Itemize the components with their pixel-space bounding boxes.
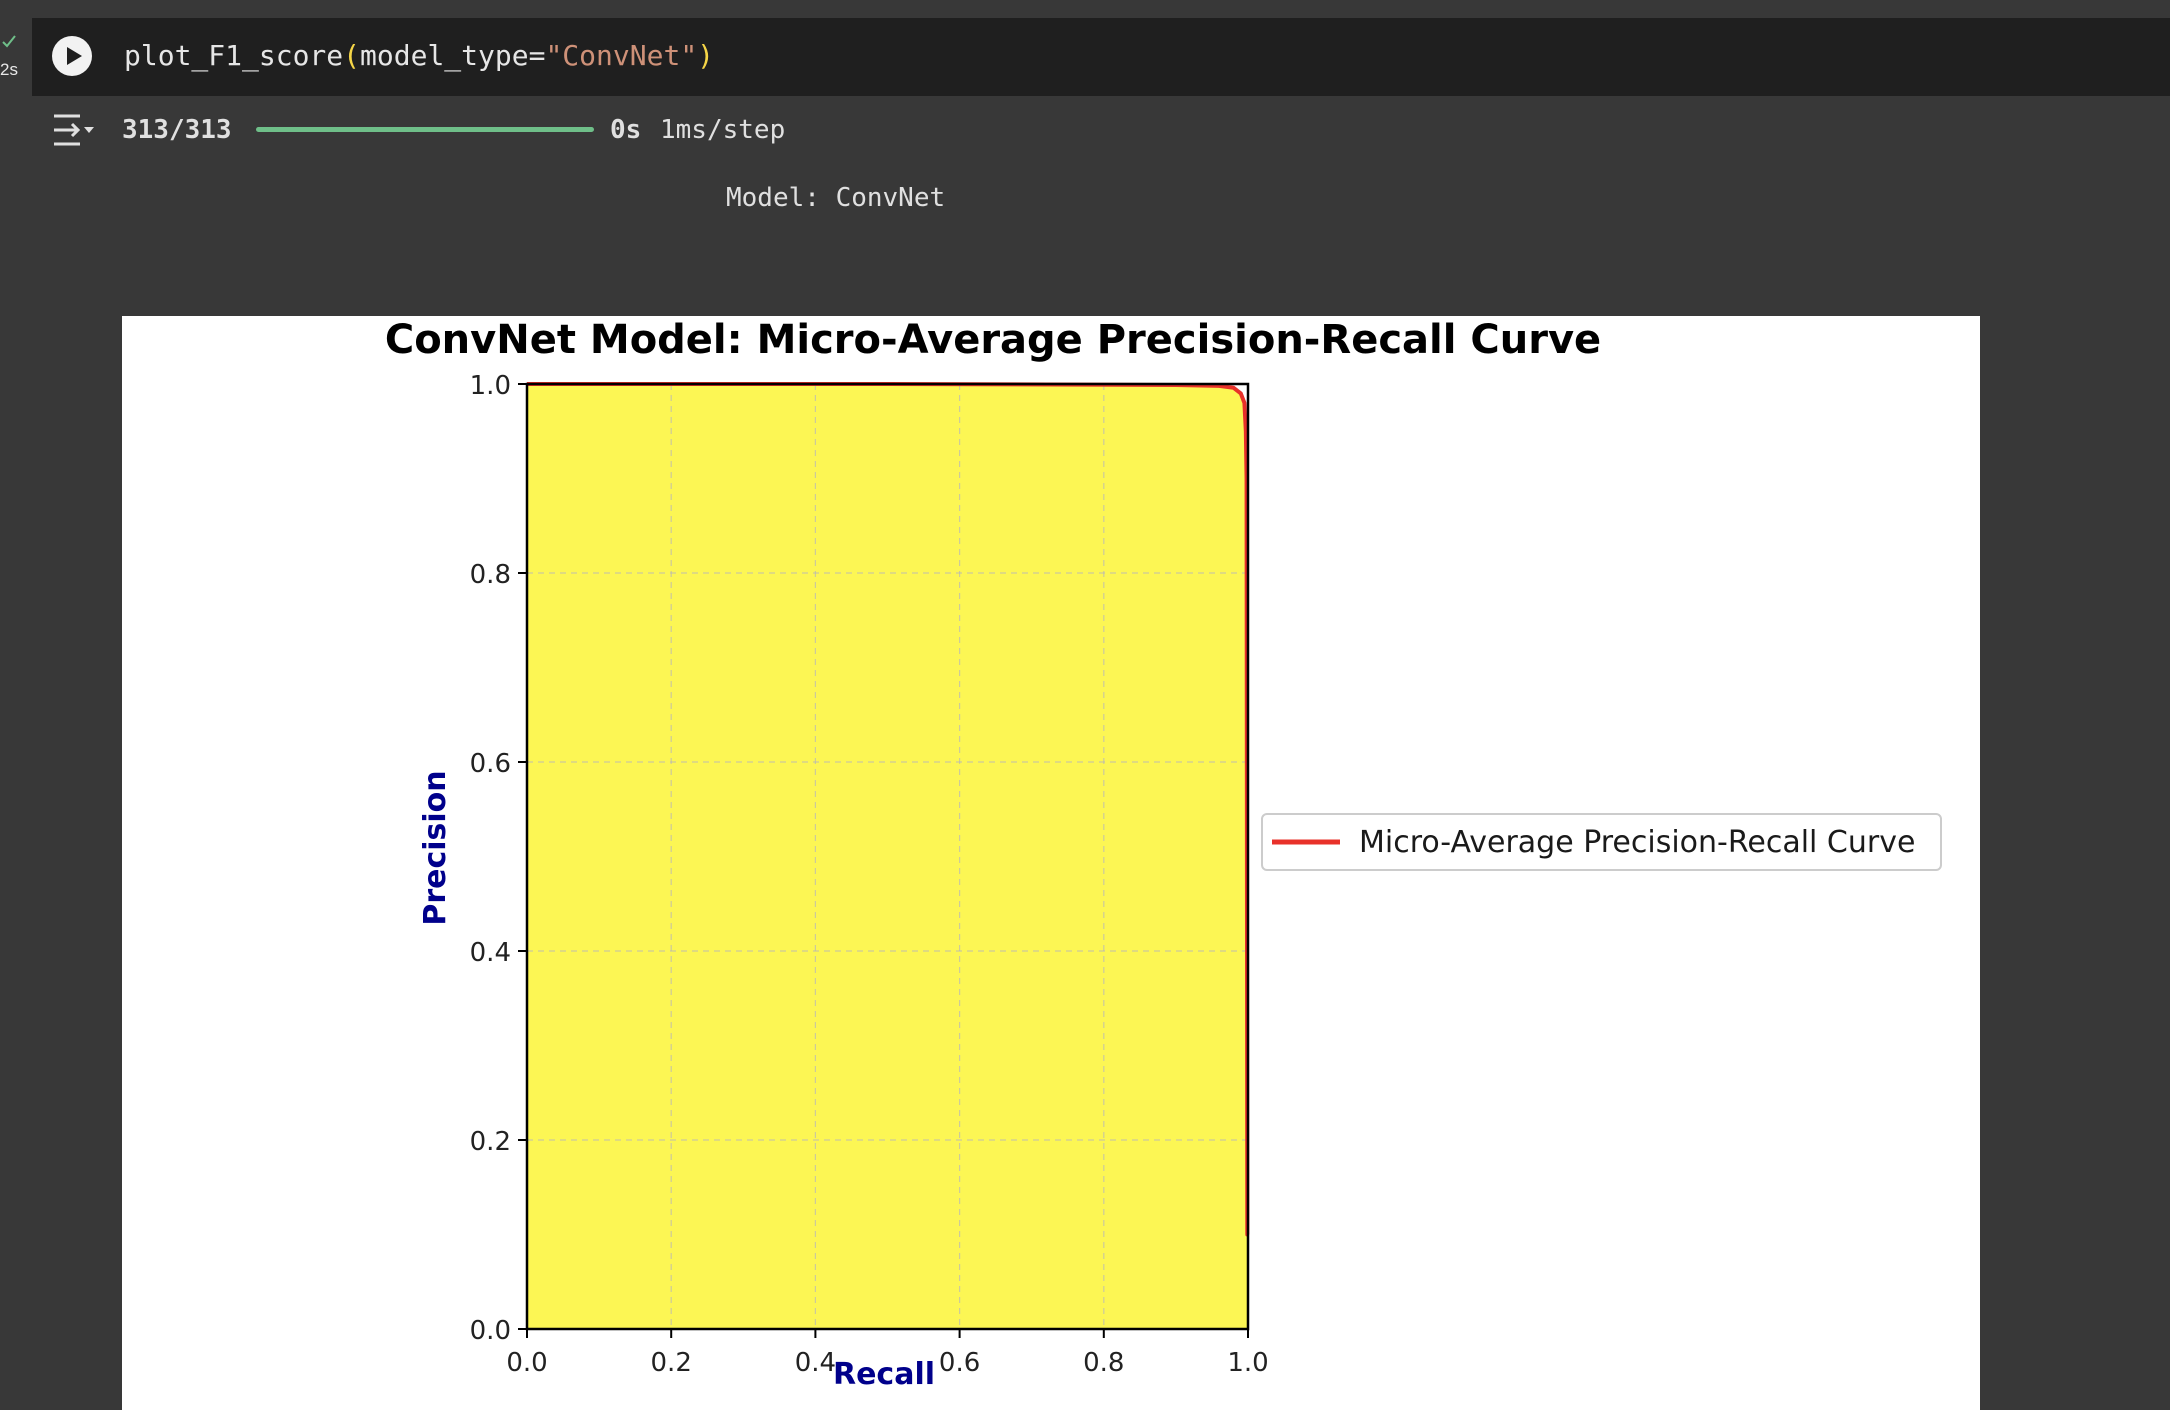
run-cell-button[interactable]: [52, 36, 92, 76]
pr-curve-chart: ConvNet Model: Micro-Average Precision-R…: [385, 317, 1942, 1392]
y-tick-label: 1.0: [470, 371, 511, 401]
x-tick-label: 1.0: [1227, 1348, 1268, 1378]
progress-bar: [256, 127, 594, 132]
code-cell[interactable]: [32, 18, 2170, 96]
code-argument: model_type=: [360, 39, 546, 72]
y-tick-label: 0.0: [470, 1316, 511, 1346]
legend-entry: Micro-Average Precision-Recall Curve: [1359, 825, 1915, 860]
code-function: plot_F1_score: [124, 39, 344, 72]
x-axis-label: Recall: [833, 1357, 935, 1392]
y-tick-label: 0.2: [470, 1127, 511, 1157]
x-tick-label: 0.2: [651, 1348, 692, 1378]
checkmark-icon: [2, 35, 16, 48]
x-tick-label: 0.8: [1083, 1348, 1124, 1378]
axes-frame: [525, 382, 1250, 1331]
output-toggle-icon[interactable]: [50, 112, 96, 148]
chart-figure: ConvNet Model: Micro-Average Precision-R…: [122, 316, 1980, 1410]
cell-gutter: [0, 18, 32, 98]
notebook-top-bar: [0, 0, 2170, 18]
code-open-paren: (: [343, 39, 361, 72]
progress-count: 313/313: [122, 115, 232, 145]
y-axis-label: Precision: [418, 770, 453, 925]
execution-time: 2s: [0, 60, 18, 79]
progress-step: 1ms/step: [660, 115, 786, 145]
legend-frame: [1261, 813, 1942, 871]
pr-area-fill: [527, 384, 1248, 1329]
code-close-paren: ): [697, 39, 715, 72]
x-tick-label: 0.6: [939, 1348, 980, 1378]
model-label: Model: ConvNet: [726, 183, 946, 213]
x-tick-label: 0.0: [506, 1348, 547, 1378]
y-tick-label: 0.8: [470, 560, 511, 590]
code-line[interactable]: plot_F1_score(model_type="ConvNet"): [124, 38, 714, 74]
chart-legend: Micro-Average Precision-Recall Curve: [1261, 813, 1942, 871]
progress-time: 0s: [610, 115, 642, 145]
play-icon: [67, 47, 82, 65]
x-tick-label: 0.4: [795, 1348, 836, 1378]
code-string: "ConvNet": [545, 39, 698, 72]
chart-title: ConvNet Model: Micro-Average Precision-R…: [385, 317, 1601, 363]
plot-area: 0.0 0.2 0.4 0.6 0.8 1.0 0.0 0.2 0.4 0.6 0.8 1.0: [470, 371, 1269, 1378]
y-tick-label: 0.6: [470, 749, 511, 779]
y-tick-label: 0.4: [470, 938, 511, 968]
progress-bar-fill: [256, 127, 594, 132]
